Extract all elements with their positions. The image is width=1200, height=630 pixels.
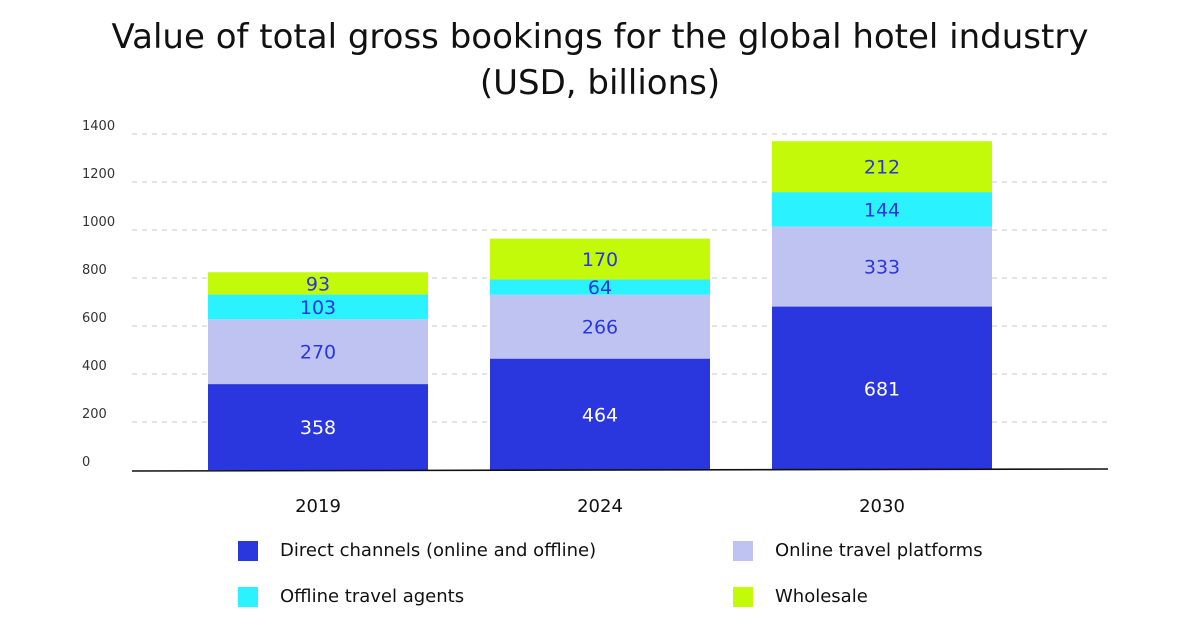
legend-label-wholesale: Wholesale bbox=[775, 586, 868, 607]
y-tick-label: 0 bbox=[82, 455, 90, 470]
y-tick-label: 1000 bbox=[82, 215, 115, 230]
bar-segment bbox=[490, 238, 710, 280]
y-tick-label: 200 bbox=[82, 407, 107, 422]
bar-segment bbox=[490, 279, 710, 295]
data-label: 64 bbox=[588, 277, 612, 299]
data-label: 681 bbox=[864, 378, 900, 400]
y-tick-label: 400 bbox=[82, 359, 107, 374]
data-label: 333 bbox=[864, 257, 900, 279]
bar-segment bbox=[208, 319, 428, 385]
x-axis-line bbox=[131, 468, 1109, 472]
legend-swatch-offline-travel-agents bbox=[238, 586, 258, 607]
y-tick-label: 800 bbox=[82, 263, 107, 278]
legend-item-online-travel-platforms: Online travel platforms bbox=[733, 540, 983, 561]
data-label: 358 bbox=[300, 417, 336, 439]
data-label: 93 bbox=[306, 273, 330, 295]
x-tick-label: 2030 bbox=[859, 496, 905, 517]
bar-segment bbox=[490, 294, 710, 359]
legend-swatch-wholesale bbox=[733, 586, 753, 607]
bar-segment bbox=[772, 306, 992, 470]
data-label: 170 bbox=[582, 249, 618, 271]
data-label: 144 bbox=[864, 199, 900, 221]
data-label: 270 bbox=[300, 342, 336, 364]
legend-label-online-travel-platforms: Online travel platforms bbox=[775, 540, 983, 561]
legend-item-wholesale: Wholesale bbox=[733, 586, 868, 607]
legend-item-offline-travel-agents: Offline travel agents bbox=[238, 586, 464, 607]
x-tick-label: 2024 bbox=[577, 496, 623, 517]
legend-swatch-online-travel-platforms bbox=[733, 540, 753, 561]
data-label: 464 bbox=[582, 404, 618, 426]
bar-segment bbox=[208, 384, 428, 470]
bar-segment bbox=[772, 226, 992, 307]
chart-title-line-2: (USD, billions) bbox=[479, 63, 721, 103]
y-tick-label: 1400 bbox=[82, 119, 115, 134]
bar-segment bbox=[208, 272, 428, 295]
x-tick-label: 2019 bbox=[295, 496, 341, 517]
y-tick-label: 1200 bbox=[82, 167, 115, 182]
data-label: 266 bbox=[582, 317, 618, 339]
y-tick-label: 600 bbox=[82, 311, 107, 326]
bar-segment bbox=[772, 141, 992, 193]
chart-title-line-1: Value of total gross bookings for the gl… bbox=[111, 17, 1089, 57]
bar-segment bbox=[772, 192, 992, 227]
chart-title: Value of total gross bookings for the gl… bbox=[0, 14, 1200, 106]
legend-swatch-direct-channels bbox=[238, 540, 258, 561]
legend-item-direct-channels: Direct channels (online and offline) bbox=[238, 540, 596, 561]
legend-label-direct-channels: Direct channels (online and offline) bbox=[280, 540, 597, 561]
bar-segment bbox=[208, 294, 428, 320]
data-label: 103 bbox=[300, 297, 336, 319]
data-label: 212 bbox=[864, 157, 900, 179]
legend-label-offline-travel-agents: Offline travel agents bbox=[280, 586, 465, 607]
bar-segment bbox=[490, 358, 710, 470]
